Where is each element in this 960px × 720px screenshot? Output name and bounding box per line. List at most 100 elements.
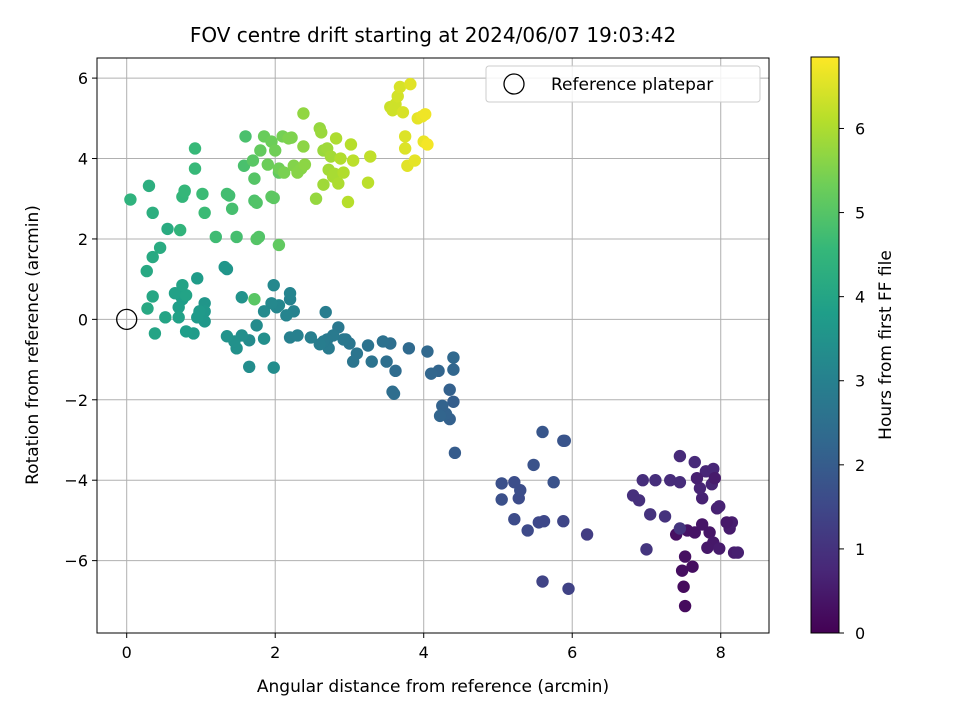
data-point <box>191 311 204 324</box>
legend-entry-reference: Reference platepar <box>551 75 713 95</box>
data-points <box>124 77 745 613</box>
data-point <box>532 516 546 529</box>
x-axis-ticks: 0 2 4 6 8 <box>122 633 726 662</box>
data-point <box>313 338 326 351</box>
data-point <box>508 476 521 489</box>
legend: Reference platepar <box>485 65 761 103</box>
data-point <box>536 425 549 439</box>
data-point <box>376 335 390 348</box>
data-point <box>708 471 721 485</box>
data-point <box>277 166 291 179</box>
data-point <box>393 80 407 94</box>
colorbar-tick-label: 6 <box>855 119 865 138</box>
data-point <box>248 172 261 185</box>
data-point <box>695 518 709 531</box>
data-point <box>686 560 699 573</box>
data-point <box>649 474 662 487</box>
grid <box>97 58 769 633</box>
data-point <box>391 89 404 103</box>
data-point <box>250 319 263 332</box>
data-point <box>447 351 460 364</box>
data-point <box>707 462 720 476</box>
data-point <box>521 524 534 537</box>
data-point <box>690 471 704 485</box>
y-tick-label: −4 <box>64 471 88 490</box>
y-axis-label: Rotation from reference (arcmin) <box>23 205 43 485</box>
data-point <box>176 278 189 292</box>
data-point <box>220 330 234 343</box>
data-point <box>673 522 687 535</box>
data-point <box>536 575 549 588</box>
data-point <box>173 223 187 237</box>
data-point <box>365 355 378 368</box>
data-point <box>495 493 508 506</box>
x-tick-label: 0 <box>122 643 132 662</box>
data-point <box>191 272 204 285</box>
data-point <box>283 331 297 344</box>
data-point <box>720 516 733 529</box>
data-point <box>658 510 672 523</box>
data-point <box>337 166 350 179</box>
y-tick-label: −2 <box>64 391 88 410</box>
data-point <box>433 409 447 423</box>
y-tick-label: 6 <box>78 69 88 88</box>
data-point <box>188 162 202 175</box>
data-point <box>688 455 701 469</box>
data-point <box>424 367 438 380</box>
y-axis-ticks: −6 −4 −2 0 2 4 6 <box>64 69 97 571</box>
data-point <box>361 176 375 189</box>
data-point <box>324 150 338 163</box>
data-point <box>285 131 298 144</box>
data-point <box>695 492 709 505</box>
data-point <box>297 140 310 153</box>
data-point <box>398 142 412 155</box>
data-point <box>508 513 521 526</box>
data-point <box>408 154 422 167</box>
y-tick-label: 2 <box>78 230 88 249</box>
data-point <box>267 191 280 205</box>
data-point <box>261 158 274 171</box>
colorbar-gradient <box>810 56 840 634</box>
data-point <box>421 138 434 151</box>
data-point <box>225 202 239 215</box>
data-point <box>230 230 243 244</box>
data-point <box>398 130 412 143</box>
data-point <box>153 241 167 254</box>
data-point <box>250 196 263 209</box>
data-point <box>235 291 248 304</box>
data-point <box>495 477 508 490</box>
x-axis-label: Angular distance from reference (arcmin) <box>257 677 609 697</box>
data-point <box>448 446 462 460</box>
data-point <box>447 363 460 376</box>
data-point <box>332 177 345 190</box>
data-point <box>673 476 687 489</box>
plot-frame <box>96 57 770 634</box>
data-point <box>557 515 570 528</box>
data-point <box>558 434 572 447</box>
data-point <box>678 550 692 563</box>
data-point <box>319 305 332 319</box>
data-point <box>580 528 594 541</box>
data-point <box>269 144 282 157</box>
y-tick-label: −6 <box>64 552 88 571</box>
data-point <box>636 474 649 487</box>
data-point <box>562 582 575 595</box>
data-point <box>248 293 261 306</box>
data-point <box>389 364 402 378</box>
data-point <box>179 325 193 338</box>
data-point <box>257 332 271 345</box>
data-point <box>402 342 416 355</box>
reference-platepar-marker <box>116 308 138 331</box>
data-point <box>142 179 156 193</box>
data-point <box>703 526 716 539</box>
data-point <box>179 289 193 302</box>
data-point <box>436 399 449 413</box>
data-point <box>675 564 689 577</box>
data-point <box>643 508 657 521</box>
legend-reference-marker <box>503 73 525 95</box>
data-point <box>161 222 174 236</box>
data-point <box>172 311 185 324</box>
colorbar: 0 1 2 3 4 5 6 Hours from first FF file <box>810 56 896 643</box>
x-tick-label: 4 <box>419 643 429 662</box>
data-point <box>678 599 692 613</box>
